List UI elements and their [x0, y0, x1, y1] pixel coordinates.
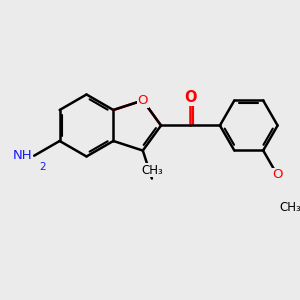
Text: CH₃: CH₃ [280, 201, 300, 214]
Text: CH₃: CH₃ [141, 164, 163, 177]
Text: 2: 2 [39, 162, 45, 172]
Text: O: O [184, 90, 197, 105]
Text: NH: NH [13, 149, 32, 162]
Text: O: O [272, 168, 282, 181]
Text: O: O [138, 94, 148, 107]
